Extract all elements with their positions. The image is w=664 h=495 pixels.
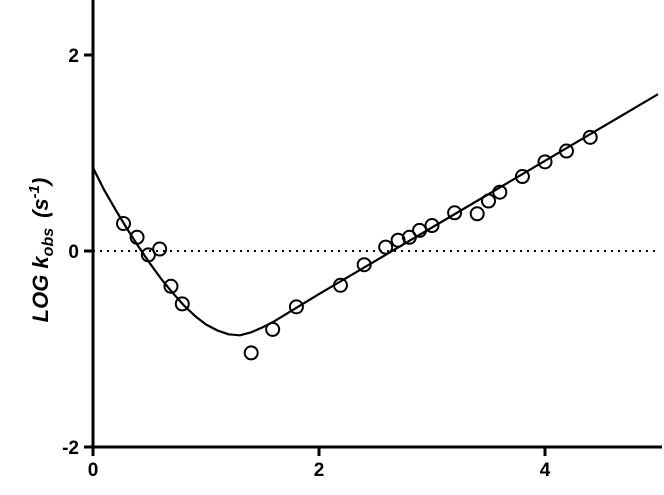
data-point <box>514 169 530 185</box>
data-point <box>469 206 485 222</box>
y-tick-label: 0 <box>68 242 79 263</box>
y-label-sub: obs <box>40 228 57 257</box>
y-label-unit: (s <box>28 198 53 218</box>
x-tick-label: 0 <box>88 460 99 481</box>
data-point <box>424 218 440 234</box>
y-label-sup: -1 <box>26 185 43 198</box>
data-point <box>288 299 304 315</box>
data-point <box>243 345 259 361</box>
data-point <box>174 296 190 312</box>
x-tick-label: 2 <box>314 460 325 481</box>
x-tick-label: 4 <box>540 460 551 481</box>
y-label-main: LOG k <box>28 255 53 323</box>
data-point <box>537 154 553 170</box>
fit-line <box>92 93 659 337</box>
data-point <box>447 205 463 221</box>
data-point <box>152 241 168 257</box>
y-axis-label: LOG kobs (s-1) <box>26 178 57 323</box>
data-point <box>163 278 179 294</box>
y-tick-label: -2 <box>62 438 79 459</box>
y-label-close: ) <box>28 178 53 187</box>
data-point <box>116 216 132 232</box>
y-tick-label: 2 <box>68 46 79 67</box>
